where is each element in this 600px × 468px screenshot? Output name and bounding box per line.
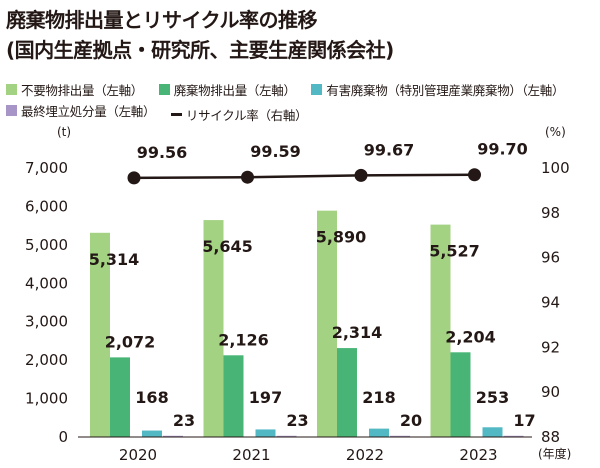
bar-data-label: 253 [476, 388, 509, 407]
x-axis-unit: (年度) [538, 446, 571, 461]
recycle-rate-point [127, 171, 141, 185]
bar-data-label: 2,072 [105, 332, 156, 351]
bar-data-label: 5,314 [89, 250, 140, 269]
recycle-rate-label: 99.70 [477, 140, 528, 159]
right-tick-label: 92 [541, 338, 560, 356]
bar-data-label: 2,126 [218, 330, 269, 349]
legend-label-landfill: 最終埋立処分量（左軸） [21, 104, 156, 119]
recycle-rate-label: 99.67 [364, 140, 415, 159]
bar-hazardous [142, 430, 162, 437]
recycle-rate-polyline [133, 173, 475, 180]
legend-item-hazardous: 有害廃棄物（特別管理産業廃棄物）（左軸） [311, 80, 564, 99]
recycle-rate-point [468, 168, 481, 182]
bar-hazardous [255, 429, 276, 437]
bar-landfill [276, 435, 297, 437]
recycle-rate-label: 99.56 [137, 143, 188, 162]
bar-data-label: 2,314 [332, 323, 383, 342]
left-axis-unit: (t) [57, 125, 71, 139]
legend-item-unneeded: 不要物排出量（左軸） [6, 80, 143, 99]
left-tick-label: 6,000 [25, 197, 68, 215]
recycle-rate-point [354, 168, 368, 182]
legend-swatch-waste [158, 84, 170, 95]
x-axis-ticks: 2020 2021 2022 2023 [119, 446, 498, 464]
right-tick-label: 88 [541, 428, 560, 446]
bar-data-label: 17 [513, 411, 535, 430]
legend-swatch-recycle-rate [170, 113, 182, 116]
bar-waste [337, 348, 357, 437]
legend-row-2: 最終埋立処分量（左軸） リサイクル率（右軸） [6, 101, 319, 124]
bar-unneeded [317, 210, 337, 437]
bar-data-label: 168 [135, 388, 168, 407]
data-labels: 5,314 5,645 5,890 5,527 2,072 2,126 2,314 2,204… [89, 228, 536, 430]
bar-data-label: 20 [400, 411, 422, 430]
recycle-rate-point [241, 170, 254, 184]
right-axis-ticks: 88 90 92 94 96 98 100 [541, 159, 570, 446]
x-tick-label: 2023 [459, 446, 497, 464]
x-tick-label: 2022 [346, 446, 384, 464]
left-tick-label: 2,000 [25, 351, 68, 369]
bar-data-label: 23 [173, 411, 195, 430]
legend-item-recycle-rate: リサイクル率（右軸） [170, 105, 308, 124]
chart-subtitle: (国内生産拠点・研究所、主要生産関係会社) [6, 38, 394, 62]
legend-swatch-hazardous [311, 84, 323, 95]
bar-data-label: 218 [362, 388, 395, 407]
right-tick-label: 100 [541, 159, 570, 177]
bars [90, 210, 524, 437]
bar-waste [110, 357, 130, 437]
left-tick-label: 7,000 [25, 159, 68, 177]
bar-hazardous [482, 427, 503, 437]
x-tick-label: 2020 [119, 446, 157, 464]
legend-swatch-unneeded [6, 84, 17, 95]
right-tick-label: 98 [541, 204, 560, 222]
x-tick-label: 2021 [232, 446, 270, 464]
bar-data-label: 5,645 [202, 237, 253, 256]
bar-data-label: 5,527 [429, 242, 480, 261]
left-tick-label: 4,000 [25, 274, 68, 292]
bar-landfill [503, 435, 524, 437]
bar-unneeded [203, 220, 224, 437]
bar-data-label: 5,890 [316, 228, 367, 247]
left-tick-label: 1,000 [25, 390, 68, 408]
legend-item-landfill: 最終埋立処分量（左軸） [6, 101, 156, 120]
right-tick-label: 96 [541, 249, 560, 267]
bar-data-label: 197 [249, 388, 282, 407]
left-tick-label: 3,000 [25, 313, 68, 331]
chart-title: 廃棄物排出量とリサイクル率の推移 [6, 8, 318, 32]
bar-unneeded [90, 232, 110, 437]
left-tick-label: 5,000 [25, 236, 68, 254]
legend-label-unneeded: 不要物排出量（左軸） [21, 83, 144, 98]
bar-hazardous [369, 428, 389, 437]
recycle-rate-label: 99.59 [250, 142, 301, 161]
right-tick-label: 94 [541, 294, 560, 312]
bar-landfill [163, 435, 183, 437]
bar-waste [223, 355, 244, 437]
legend-label-recycle-rate: リサイクル率（右軸） [185, 108, 308, 123]
bar-unneeded [430, 224, 451, 437]
legend-label-waste: 廃棄物排出量（左軸） [173, 83, 296, 98]
legend-row-1: 不要物排出量（左軸） 廃棄物排出量（左軸） 有害廃棄物（特別管理産業廃棄物）（左… [6, 80, 576, 99]
legend-item-waste: 廃棄物排出量（左軸） [158, 80, 296, 99]
recycle-rate-line: 99.56 99.59 99.67 99.70 [127, 140, 528, 185]
bar-data-label: 2,204 [445, 327, 496, 346]
bar-waste [450, 352, 471, 437]
bar-landfill [390, 435, 410, 437]
left-axis-ticks: 0 1,000 2,000 3,000 4,000 5,000 6,000 7,000 [25, 159, 68, 446]
left-tick-label: 0 [58, 428, 68, 446]
legend-swatch-landfill [6, 105, 17, 116]
right-tick-label: 90 [541, 383, 560, 401]
legend-label-hazardous: 有害廃棄物（特別管理産業廃棄物）（左軸） [326, 83, 565, 98]
bar-data-label: 23 [286, 411, 308, 430]
right-axis-unit: (%) [545, 125, 566, 139]
